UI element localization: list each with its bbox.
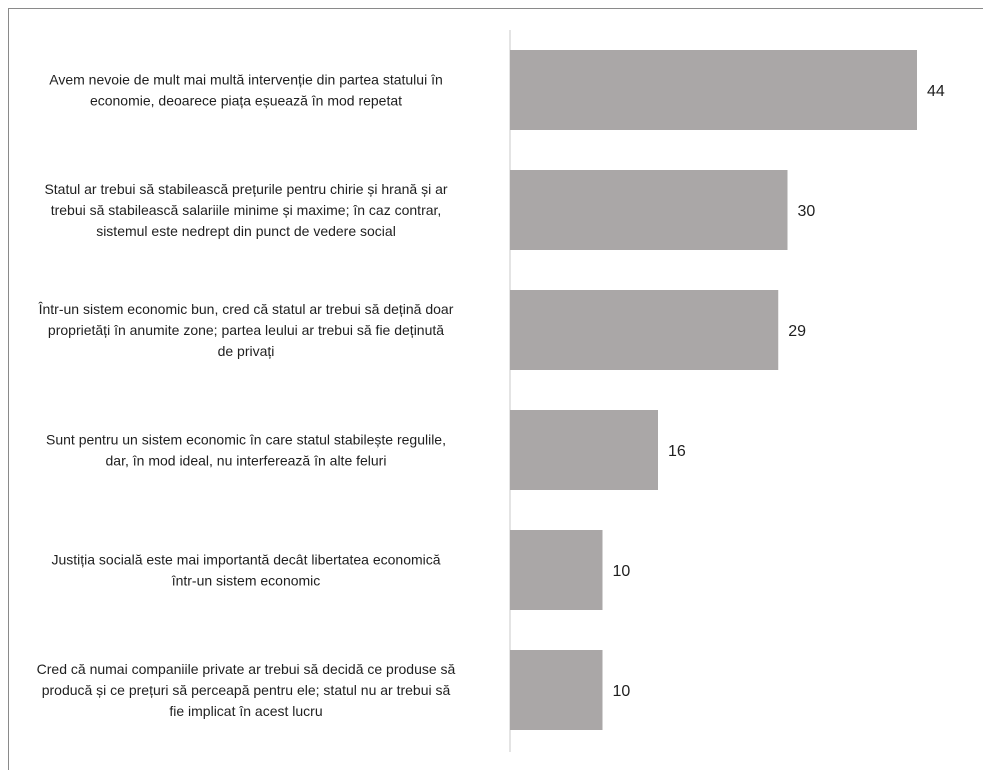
category-label-line: dar, în mod ideal, nu interferează în al… (106, 453, 387, 469)
data-label: 29 (788, 323, 806, 340)
category-label-line: Justiția socială este mai importantă dec… (51, 552, 440, 568)
category-label-line: Avem nevoie de mult mai multă intervenți… (49, 72, 443, 88)
bar (510, 290, 779, 370)
category-label: Avem nevoie de mult mai multă intervenți… (49, 72, 443, 109)
category-label-line: sistemul este nedrept din punct de veder… (96, 223, 396, 239)
data-label: 16 (668, 443, 686, 460)
category-label-line: proprietăți în anumite zone; partea leul… (48, 322, 444, 338)
category-label-line: fie implicat în acest lucru (169, 703, 322, 719)
bar (510, 650, 603, 730)
category-label: Statul ar trebui să stabilească prețuril… (44, 181, 447, 239)
category-label-line: Într-un sistem economic bun, cred că sta… (38, 301, 454, 317)
category-label-line: Statul ar trebui să stabilească prețuril… (44, 181, 447, 197)
category-label: Cred că numai companiile private ar treb… (37, 661, 456, 719)
category-label-line: Cred că numai companiile private ar treb… (37, 661, 456, 677)
bar (510, 530, 603, 610)
bar (510, 50, 917, 130)
category-label: Într-un sistem economic bun, cred că sta… (38, 301, 454, 359)
category-label: Justiția socială este mai importantă dec… (51, 552, 440, 589)
category-label-line: Sunt pentru un sistem economic în care s… (46, 432, 446, 448)
category-label-line: producă și ce prețuri să perceapă pentru… (42, 682, 451, 698)
category-label-line: trebui să stabilească salariile minime ș… (51, 202, 442, 218)
data-label: 30 (798, 203, 816, 220)
category-label-line: într-un sistem economic (171, 573, 321, 589)
chart-frame (8, 8, 983, 770)
bar (510, 170, 788, 250)
category-label-line: de privați (218, 343, 275, 359)
data-label: 10 (613, 683, 631, 700)
data-label: 44 (927, 83, 945, 100)
bar (510, 410, 658, 490)
category-label-line: economie, deoarece piața eșuează în mod … (90, 93, 402, 109)
category-label: Sunt pentru un sistem economic în care s… (46, 432, 446, 469)
data-label: 10 (613, 563, 631, 580)
